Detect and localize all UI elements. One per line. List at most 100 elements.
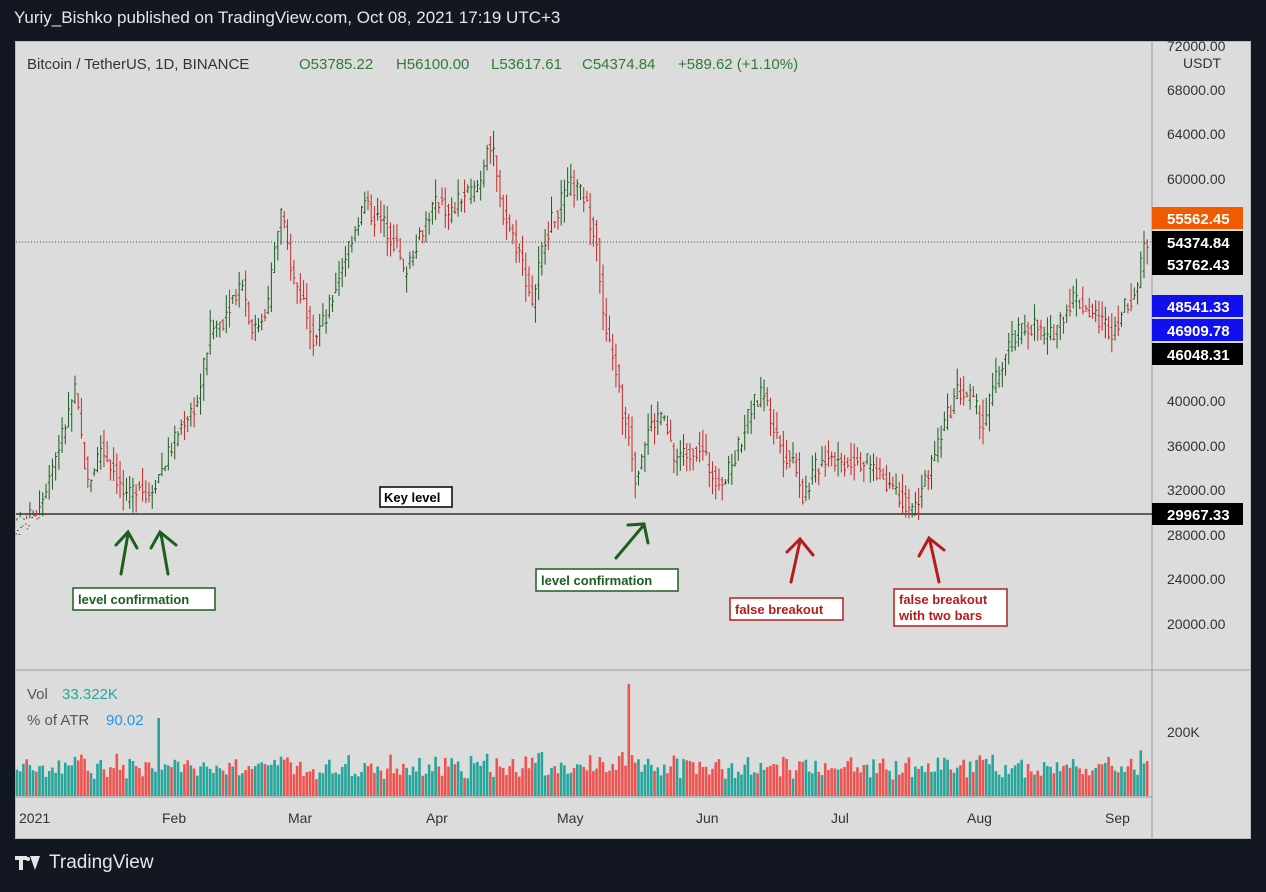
level-confirmation-annotation-2[interactable]: level confirmation <box>535 568 679 592</box>
volume-bar <box>485 753 489 796</box>
volume-bar <box>1013 765 1017 796</box>
volume-bar <box>1145 760 1149 796</box>
volume-bar <box>305 772 309 796</box>
volume-bar <box>910 777 914 796</box>
volume-bar <box>89 773 93 796</box>
volume-bar <box>456 761 460 796</box>
volume-bar <box>585 770 589 796</box>
volume-bar <box>1097 763 1101 796</box>
volume-bar <box>572 768 576 796</box>
volume-bar <box>469 756 473 796</box>
volume-bar <box>344 764 347 796</box>
time-tick: Mar <box>288 810 312 826</box>
volume-bar <box>975 759 978 796</box>
volume-bar <box>1078 768 1081 796</box>
volume-bar <box>51 767 54 796</box>
volume-bar <box>1084 768 1088 796</box>
volume-bar <box>60 773 64 796</box>
level-confirmation-annotation-1[interactable]: level confirmation <box>72 587 216 611</box>
volume-bar <box>411 766 415 796</box>
annotation-text: false breakout with two bars <box>898 592 991 623</box>
volume-bar <box>675 758 679 796</box>
false-breakout-two-bars-annotation[interactable]: false breakout with two bars <box>893 588 1008 627</box>
volume-bar <box>888 770 891 796</box>
volume-bar <box>762 769 766 796</box>
footer-brand[interactable]: TradingView <box>15 852 154 874</box>
volume-bar <box>270 764 273 796</box>
volume-bar <box>563 765 566 796</box>
volume-bar <box>321 773 325 796</box>
volume-bar <box>466 778 470 796</box>
price-label-box <box>1152 343 1243 365</box>
volume-bar <box>524 756 528 796</box>
volume-bar <box>134 765 138 796</box>
time-tick: Jul <box>831 810 849 826</box>
volume-bar <box>830 768 833 796</box>
volume-bar <box>553 766 557 796</box>
volume-bar <box>392 773 396 796</box>
volume-bar <box>476 761 479 796</box>
volume-bar <box>872 759 875 796</box>
volume-bar <box>852 771 856 796</box>
volume-bar <box>1110 765 1114 796</box>
volume-bar <box>727 767 730 796</box>
volume-bar <box>131 760 135 796</box>
volume-bar <box>160 769 164 796</box>
price-label: 29967.33 <box>1167 507 1230 524</box>
volume-bar <box>1026 763 1030 796</box>
price-axis[interactable]: 72000.00 USDT 68000.00 64000.00 60000.00… <box>1167 38 1226 632</box>
volume-bar <box>511 759 515 796</box>
volume-bar <box>102 769 106 796</box>
key-level-annotation[interactable]: Key level <box>379 486 453 508</box>
volume-bar <box>414 771 418 796</box>
volume-bar <box>637 759 640 796</box>
volume-bar <box>643 764 647 796</box>
volume-bar <box>263 764 267 796</box>
volume-bar <box>482 760 486 796</box>
volume-bar <box>656 767 660 796</box>
publish-header: Yuriy_Bishko published on TradingView.co… <box>14 8 561 27</box>
volume-bar <box>875 773 879 796</box>
volume-bar <box>666 773 669 796</box>
volume-bar <box>437 766 441 796</box>
volume-bar <box>633 762 637 796</box>
chart-frame[interactable] <box>15 41 1251 839</box>
volume-bar <box>308 771 312 796</box>
volume-bar <box>527 768 531 796</box>
volume-bar <box>907 757 911 796</box>
volume-bar <box>38 766 41 796</box>
volume-bar <box>402 763 405 796</box>
volume-bar <box>1049 766 1052 796</box>
volume-bar <box>331 773 334 796</box>
volume-bar <box>1010 768 1014 796</box>
volume-bar <box>167 765 170 796</box>
price-label: 46048.31 <box>1167 347 1230 364</box>
volume-bar <box>550 767 553 796</box>
volume-bar <box>891 779 895 796</box>
volume-bar <box>154 771 157 796</box>
volume-bar <box>144 762 148 796</box>
volume-bar <box>73 756 77 796</box>
time-tick: Jun <box>696 810 719 826</box>
volume-bar <box>225 774 228 796</box>
volume-bar <box>682 759 685 796</box>
volume-bar <box>141 776 144 796</box>
time-tick: Feb <box>162 810 186 826</box>
volume-bar <box>1100 764 1104 796</box>
volume-bar <box>99 759 103 796</box>
false-breakout-annotation[interactable]: false breakout <box>729 597 844 621</box>
legend-change: +589.62 (+1.10%) <box>678 56 798 73</box>
volume-bar <box>508 766 511 796</box>
volume-bar <box>418 757 421 796</box>
volume-bar <box>1075 766 1078 796</box>
volume-bar <box>1091 770 1094 796</box>
volume-bar <box>360 771 363 796</box>
volume-bar <box>28 765 32 796</box>
volume-bar <box>1107 756 1110 796</box>
volume-bar <box>881 758 885 796</box>
volume-bar <box>18 771 22 796</box>
time-axis[interactable]: 2021 Feb Mar Apr May Jun Jul Aug Sep <box>19 810 1130 826</box>
price-label-box <box>1152 207 1243 229</box>
volume-bar <box>289 762 292 796</box>
